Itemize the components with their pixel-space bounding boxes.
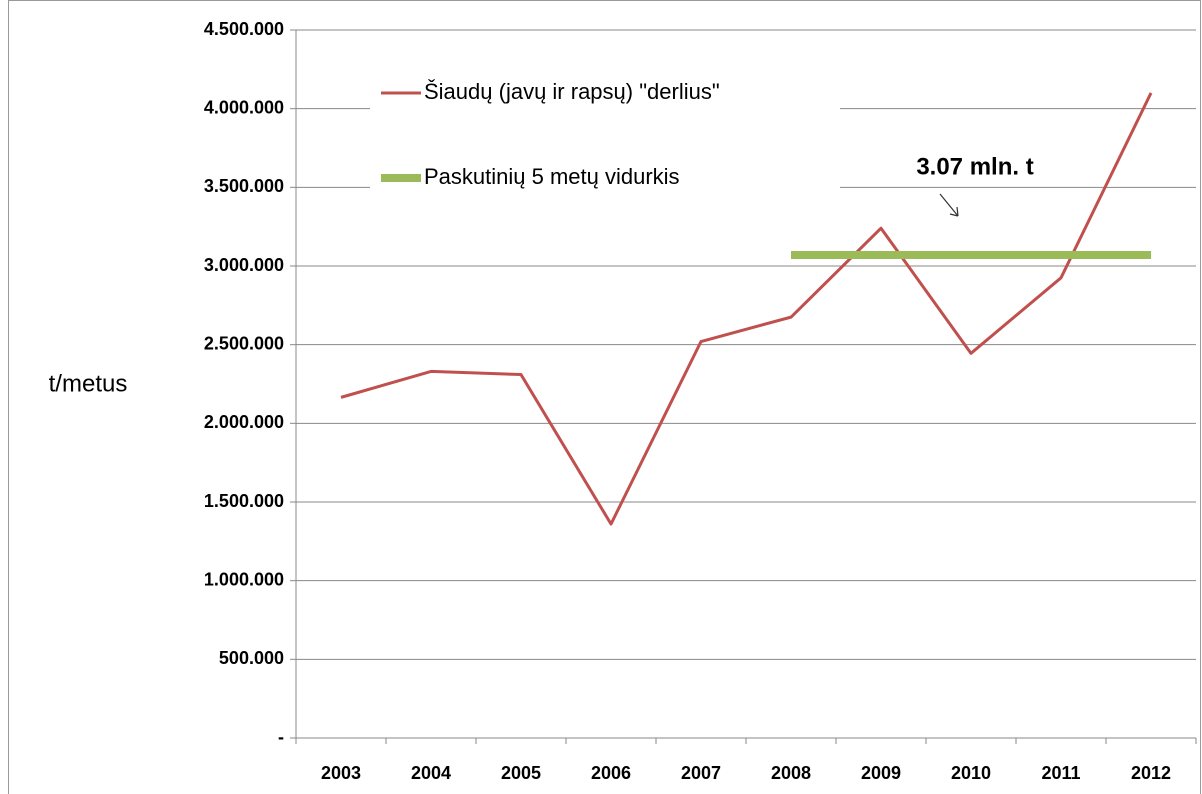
x-tick-label: 2010: [951, 763, 991, 783]
x-tick-label: 2005: [501, 763, 541, 783]
x-tick-label: 2006: [591, 763, 631, 783]
y-tick-label: 2.000.000: [204, 412, 284, 432]
legend-label: Šiaudų (javų ir rapsų) "derlius": [424, 79, 720, 104]
x-tick-label: 2003: [321, 763, 361, 783]
y-tick-label: 3.000.000: [204, 255, 284, 275]
y-tick-label: 500.000: [219, 648, 284, 668]
annotation-arrow: [939, 193, 959, 217]
y-tick-label: 1.000.000: [204, 569, 284, 589]
y-tick-label: 4.000.000: [204, 97, 284, 117]
legend-label: Paskutinių 5 metų vidurkis: [424, 164, 680, 189]
x-tick-label: 2004: [411, 763, 451, 783]
series-line: [340, 92, 1153, 526]
annotation: 3.07 mln. t: [916, 153, 1033, 180]
x-tick-label: 2011: [1041, 763, 1080, 783]
y-tick-label: 4.500.000: [204, 19, 284, 39]
x-tick-label: 2008: [771, 763, 811, 783]
x-tick-label: 2007: [681, 763, 721, 783]
x-tick-label: 2009: [861, 763, 901, 783]
legend-bg: [370, 156, 840, 200]
y-tick-label: 2.500.000: [204, 333, 284, 353]
x-tick-label: 2012: [1131, 763, 1171, 783]
legend-bg: [370, 71, 840, 115]
y-axis-title: t/metus: [49, 370, 128, 397]
chart-border: [8, 0, 1201, 794]
y-tick-label: 3.500.000: [204, 176, 284, 196]
y-tick-label: -: [278, 727, 284, 747]
y-tick-label: 1.500.000: [204, 491, 284, 511]
